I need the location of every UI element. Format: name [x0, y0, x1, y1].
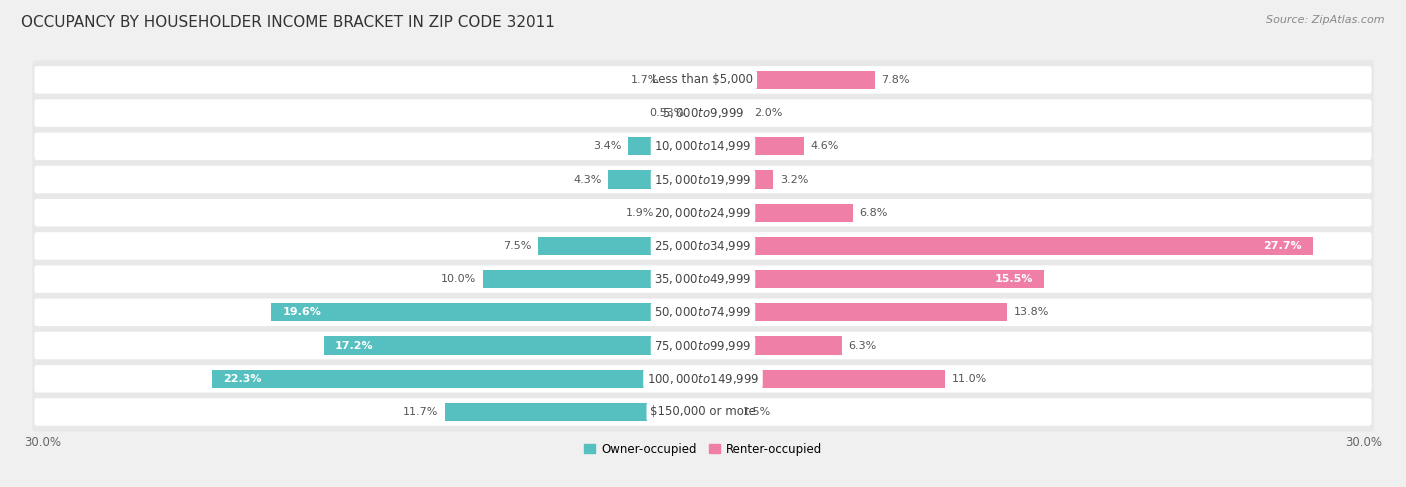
FancyBboxPatch shape — [35, 398, 1371, 426]
FancyBboxPatch shape — [35, 332, 1371, 359]
Bar — [537, 237, 703, 255]
Text: 13.8%: 13.8% — [1014, 307, 1049, 318]
FancyBboxPatch shape — [35, 232, 1371, 260]
FancyBboxPatch shape — [32, 226, 1374, 265]
Text: 10.0%: 10.0% — [441, 274, 477, 284]
Text: 4.6%: 4.6% — [811, 141, 839, 151]
Text: 27.7%: 27.7% — [1264, 241, 1302, 251]
FancyBboxPatch shape — [32, 127, 1374, 166]
Bar — [661, 204, 703, 222]
Text: 17.2%: 17.2% — [335, 340, 374, 351]
Text: 6.8%: 6.8% — [859, 208, 887, 218]
FancyBboxPatch shape — [35, 166, 1371, 193]
Text: $100,000 to $149,999: $100,000 to $149,999 — [647, 372, 759, 386]
FancyBboxPatch shape — [35, 66, 1371, 94]
Text: $20,000 to $24,999: $20,000 to $24,999 — [654, 206, 752, 220]
FancyBboxPatch shape — [32, 260, 1374, 299]
FancyBboxPatch shape — [32, 193, 1374, 232]
FancyBboxPatch shape — [35, 265, 1371, 293]
Bar — [212, 370, 703, 388]
Text: 19.6%: 19.6% — [283, 307, 321, 318]
FancyBboxPatch shape — [32, 293, 1374, 332]
FancyBboxPatch shape — [32, 359, 1374, 398]
Legend: Owner-occupied, Renter-occupied: Owner-occupied, Renter-occupied — [583, 443, 823, 455]
Text: 1.5%: 1.5% — [742, 407, 770, 417]
Text: 1.9%: 1.9% — [626, 208, 655, 218]
Bar — [703, 270, 1045, 288]
Bar — [703, 403, 737, 421]
FancyBboxPatch shape — [32, 393, 1374, 431]
FancyBboxPatch shape — [35, 132, 1371, 160]
Text: Less than $5,000: Less than $5,000 — [652, 74, 754, 86]
Text: 22.3%: 22.3% — [222, 374, 262, 384]
Text: $75,000 to $99,999: $75,000 to $99,999 — [654, 338, 752, 353]
Text: 6.3%: 6.3% — [848, 340, 876, 351]
Bar — [703, 170, 773, 188]
Text: $15,000 to $19,999: $15,000 to $19,999 — [654, 172, 752, 187]
Bar — [703, 337, 842, 355]
Text: 2.0%: 2.0% — [754, 108, 782, 118]
Bar — [703, 204, 853, 222]
Bar — [703, 71, 875, 89]
Bar — [703, 303, 1007, 321]
FancyBboxPatch shape — [32, 160, 1374, 199]
Text: 1.7%: 1.7% — [630, 75, 659, 85]
Bar — [665, 71, 703, 89]
Bar — [703, 104, 747, 122]
Bar — [628, 137, 703, 155]
FancyBboxPatch shape — [35, 99, 1371, 127]
FancyBboxPatch shape — [35, 199, 1371, 226]
Text: OCCUPANCY BY HOUSEHOLDER INCOME BRACKET IN ZIP CODE 32011: OCCUPANCY BY HOUSEHOLDER INCOME BRACKET … — [21, 15, 555, 30]
FancyBboxPatch shape — [35, 299, 1371, 326]
Text: 7.8%: 7.8% — [882, 75, 910, 85]
FancyBboxPatch shape — [32, 94, 1374, 132]
Text: $5,000 to $9,999: $5,000 to $9,999 — [662, 106, 744, 120]
Text: 0.53%: 0.53% — [650, 108, 685, 118]
Text: 7.5%: 7.5% — [503, 241, 531, 251]
Text: 11.0%: 11.0% — [952, 374, 987, 384]
Bar — [271, 303, 703, 321]
Bar — [703, 237, 1313, 255]
FancyBboxPatch shape — [35, 365, 1371, 393]
Text: Source: ZipAtlas.com: Source: ZipAtlas.com — [1267, 15, 1385, 25]
Text: $50,000 to $74,999: $50,000 to $74,999 — [654, 305, 752, 319]
Bar — [703, 370, 945, 388]
Text: 3.2%: 3.2% — [780, 174, 808, 185]
Text: 11.7%: 11.7% — [404, 407, 439, 417]
Text: 3.4%: 3.4% — [593, 141, 621, 151]
Text: $150,000 or more: $150,000 or more — [650, 406, 756, 418]
Text: $10,000 to $14,999: $10,000 to $14,999 — [654, 139, 752, 153]
Text: 15.5%: 15.5% — [995, 274, 1033, 284]
Bar — [703, 137, 804, 155]
FancyBboxPatch shape — [32, 326, 1374, 365]
Bar — [446, 403, 703, 421]
Bar — [482, 270, 703, 288]
Bar — [609, 170, 703, 188]
FancyBboxPatch shape — [32, 60, 1374, 99]
Text: $35,000 to $49,999: $35,000 to $49,999 — [654, 272, 752, 286]
Text: $25,000 to $34,999: $25,000 to $34,999 — [654, 239, 752, 253]
Bar — [692, 104, 703, 122]
Text: 4.3%: 4.3% — [574, 174, 602, 185]
Bar — [325, 337, 703, 355]
